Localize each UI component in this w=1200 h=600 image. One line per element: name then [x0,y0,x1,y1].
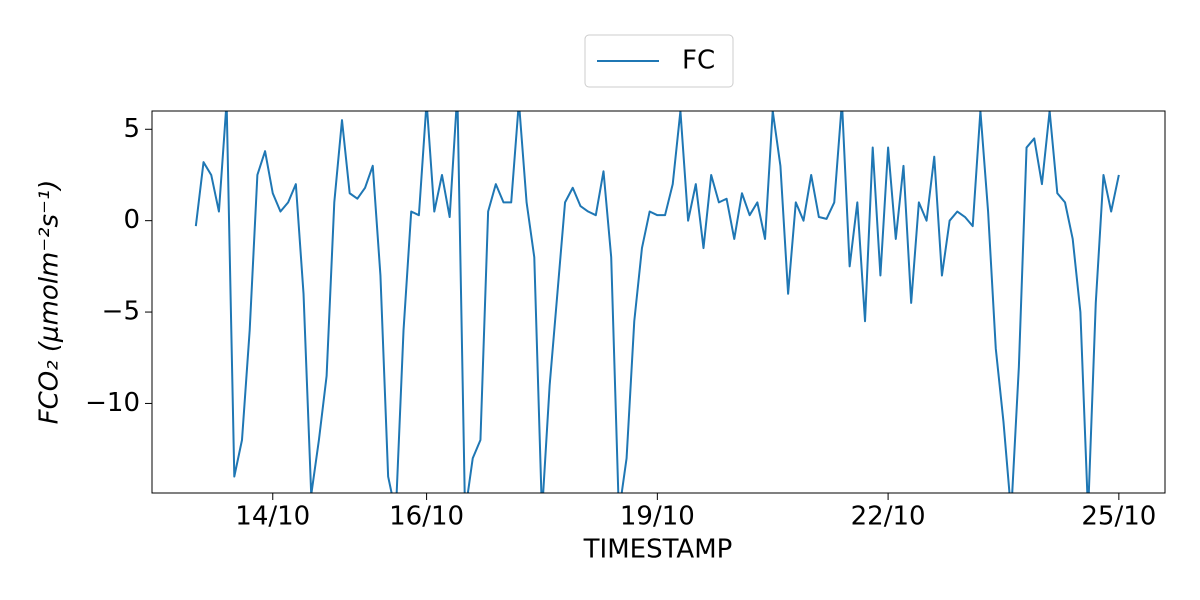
x-tick-label: 16/10 [389,502,464,532]
y-tick-label: 0 [123,205,140,235]
x-tick-label: 19/10 [620,502,695,532]
x-tick-label: 22/10 [851,502,926,532]
x-tick-label: 14/10 [235,502,310,532]
legend-label: FC [682,46,715,76]
plot-frame [151,110,1166,494]
x-axis-label: TIMESTAMP [583,535,733,565]
y-axis-label: FCO₂ (μmolm⁻²s⁻¹) [35,180,65,425]
y-tick-label: −5 [102,297,140,327]
x-tick-label: 25/10 [1081,502,1156,532]
plot-area [194,111,1120,493]
y-tick-label: −10 [85,388,140,418]
y-tick-label: 5 [123,114,140,144]
data-line [194,111,1120,493]
